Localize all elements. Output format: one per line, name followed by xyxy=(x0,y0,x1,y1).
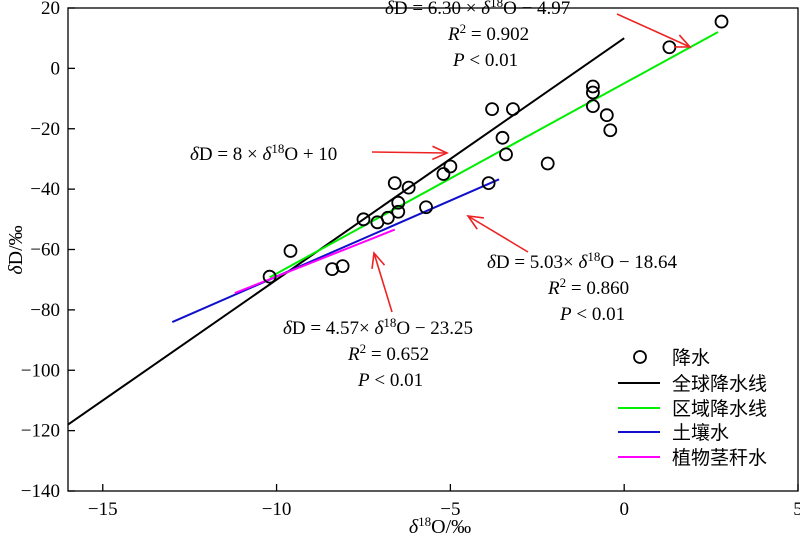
global-equation: δD = 8 × δ18O + 10 xyxy=(190,141,337,165)
data-point xyxy=(356,212,371,227)
precipitation-points xyxy=(262,14,729,284)
svg-text:R2 = 0.860: R2 = 0.860 xyxy=(547,275,629,299)
svg-text:δD = 5.03× δ18O − 18.64: δD = 5.03× δ18O − 18.64 xyxy=(487,249,678,273)
y-tick-label: −120 xyxy=(21,421,60,442)
global-line xyxy=(68,37,625,426)
global-arrow xyxy=(371,145,449,161)
regional-line xyxy=(269,31,719,279)
plant-equation: δD = 4.57× δ18O − 23.25 R2 = 0.652 P < 0… xyxy=(283,315,473,391)
svg-text:P < 0.01: P < 0.01 xyxy=(452,50,518,71)
data-point xyxy=(485,102,499,117)
y-tick-label: −140 xyxy=(21,481,60,502)
data-point xyxy=(586,85,600,100)
y-tick-label: 0 xyxy=(51,58,61,79)
soil-arrow xyxy=(466,214,529,253)
x-axis: −15 −10 −5 0 5 xyxy=(88,484,800,520)
legend-label-precipitation: 降水 xyxy=(672,347,710,369)
x-tick-label: −5 xyxy=(440,499,460,520)
data-point xyxy=(391,195,406,210)
y-tick-label: 20 xyxy=(41,0,60,19)
y-axis: 20 0 −20 −40 −60 −80 −100 −120 −140 xyxy=(21,0,75,502)
y-tick-label: −40 xyxy=(30,179,60,200)
data-point xyxy=(662,40,677,55)
data-point xyxy=(481,176,496,190)
data-point xyxy=(391,204,406,219)
plant-line xyxy=(234,228,396,295)
svg-text:δD = 4.57× δ18O − 23.25: δD = 4.57× δ18O − 23.25 xyxy=(283,315,473,339)
y-tick-label: −100 xyxy=(21,360,60,381)
data-point xyxy=(262,269,277,284)
data-point xyxy=(603,123,618,138)
svg-text:P < 0.01: P < 0.01 xyxy=(357,370,423,391)
data-point xyxy=(499,147,513,162)
regional-equation: δD = 6.30 × δ18O − 4.97 R2 = 0.902 P < 0… xyxy=(385,0,570,71)
x-tick-label: −15 xyxy=(88,499,118,520)
regional-arrow xyxy=(616,13,692,48)
x-tick-label: 5 xyxy=(793,499,800,520)
plant-arrow xyxy=(371,251,393,313)
data-point xyxy=(436,167,451,181)
x-tick-label: 0 xyxy=(619,499,629,520)
soil-line xyxy=(171,178,500,323)
annotation-arrows xyxy=(371,13,692,313)
data-point xyxy=(283,244,298,258)
x-tick-label: −10 xyxy=(262,499,292,520)
legend-label-regional: 区域降水线 xyxy=(672,398,767,420)
legend-label-plant: 植物茎秆水 xyxy=(672,447,767,469)
data-point xyxy=(506,102,520,117)
data-point xyxy=(380,210,395,225)
svg-text:R2 = 0.652: R2 = 0.652 xyxy=(347,341,429,365)
data-point xyxy=(419,200,433,215)
svg-text:R2 = 0.902: R2 = 0.902 xyxy=(447,21,529,45)
legend: 降水 全球降水线 区域降水线 土壤水 植物茎秆水 xyxy=(618,347,767,469)
data-point xyxy=(335,259,350,274)
data-point xyxy=(599,108,614,123)
soil-equation: δD = 5.03× δ18O − 18.64 R2 = 0.860 P < 0… xyxy=(487,249,678,325)
data-point xyxy=(387,176,402,190)
data-point xyxy=(714,14,729,29)
y-tick-label: −20 xyxy=(30,119,60,140)
y-axis-title: δD/‰ xyxy=(5,225,27,274)
svg-text:δD = 6.30 × δ18O − 4.97: δD = 6.30 × δ18O − 4.97 xyxy=(385,0,570,19)
legend-label-global: 全球降水线 xyxy=(672,373,767,395)
data-point xyxy=(540,156,555,171)
legend-label-soil: 土壤水 xyxy=(672,422,729,444)
data-point xyxy=(495,130,510,145)
y-tick-label: −60 xyxy=(30,240,60,261)
data-point xyxy=(586,79,600,94)
data-point xyxy=(586,99,600,114)
legend-marker-precipitation xyxy=(633,350,647,364)
data-point xyxy=(401,180,416,195)
svg-text:δD = 8 × δ18O + 10: δD = 8 × δ18O + 10 xyxy=(190,141,337,165)
data-point xyxy=(443,159,458,174)
svg-text:P < 0.01: P < 0.01 xyxy=(559,304,625,325)
x-axis-title: δ18O/‰ xyxy=(409,514,471,538)
y-tick-label: −80 xyxy=(30,300,60,321)
regression-lines xyxy=(68,31,719,426)
